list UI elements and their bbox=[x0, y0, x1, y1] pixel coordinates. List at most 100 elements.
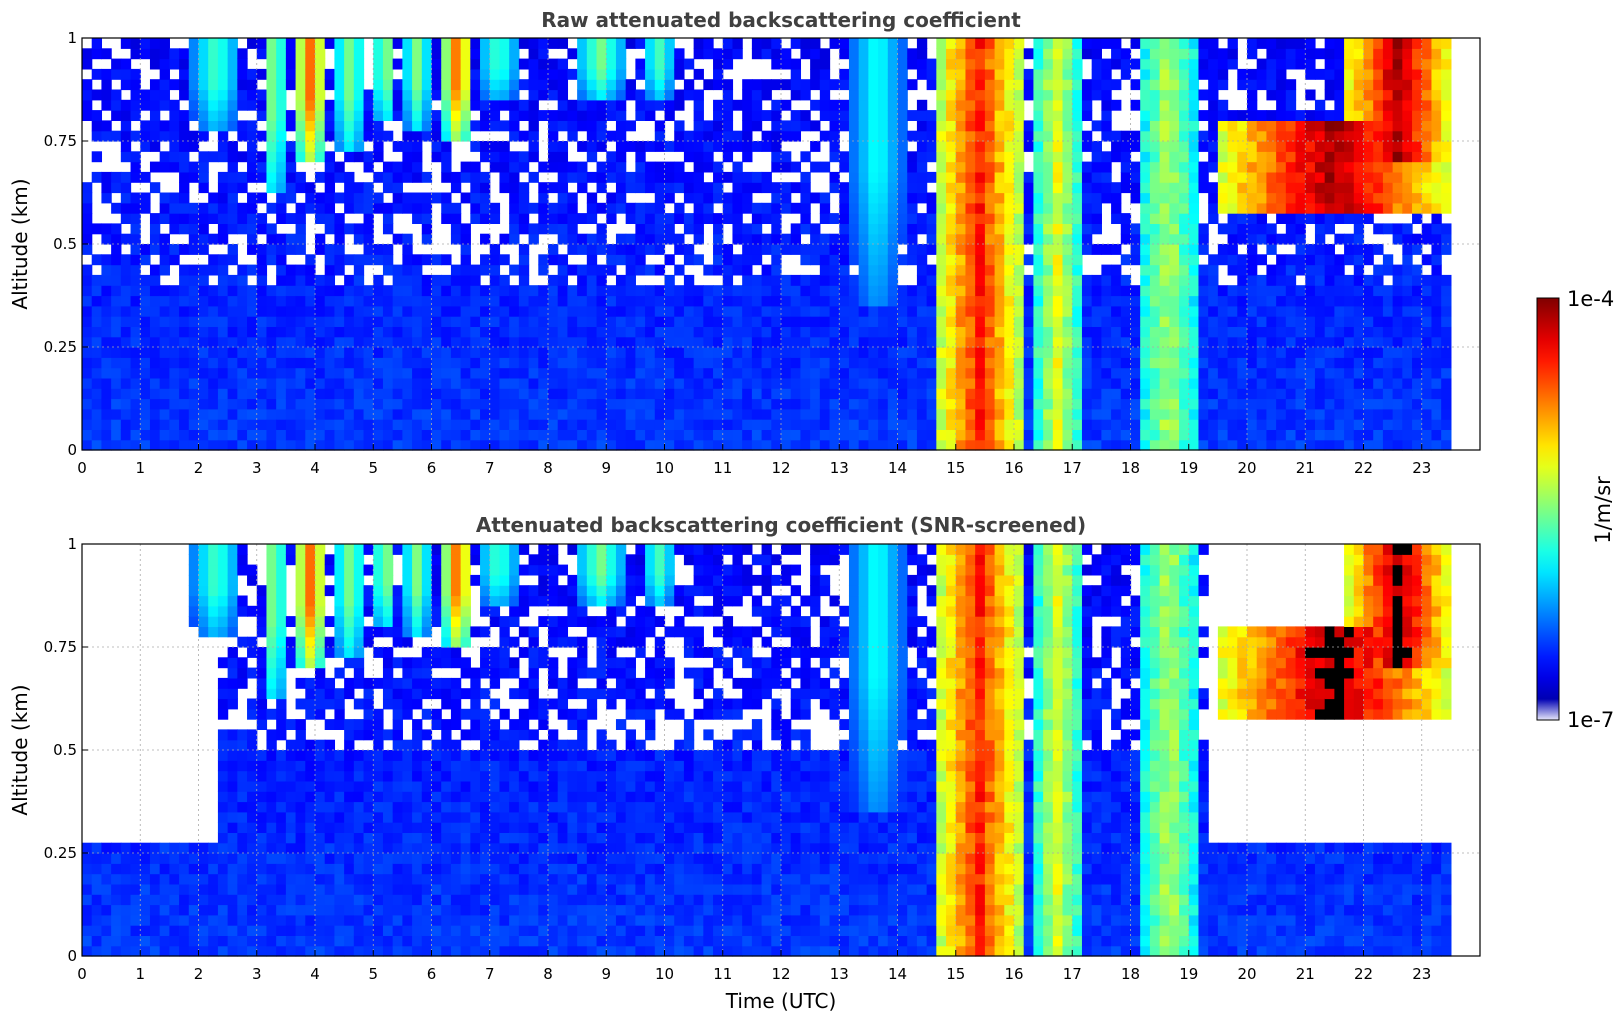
heatmap-cell bbox=[732, 254, 743, 266]
heatmap-cell bbox=[645, 388, 656, 400]
heatmap-cell bbox=[965, 357, 976, 369]
heatmap-cell bbox=[1149, 408, 1161, 420]
heatmap-cell bbox=[664, 419, 675, 430]
heatmap-cell bbox=[1412, 120, 1423, 132]
heatmap-cell bbox=[1363, 408, 1374, 420]
heatmap-cell bbox=[946, 38, 957, 49]
heatmap-cell bbox=[82, 99, 93, 111]
heatmap-cell bbox=[179, 419, 190, 430]
heatmap-cell bbox=[810, 38, 821, 49]
heatmap-cell bbox=[839, 264, 850, 276]
heatmap-cell bbox=[984, 429, 996, 441]
heatmap-cell bbox=[324, 388, 336, 400]
heatmap-cell bbox=[140, 305, 151, 317]
heatmap-cell bbox=[344, 285, 355, 297]
heatmap-cell bbox=[1052, 110, 1064, 121]
heatmap-cell bbox=[470, 182, 481, 194]
heatmap-cell bbox=[1227, 439, 1238, 451]
heatmap-cell bbox=[1441, 285, 1452, 297]
heatmap-cell bbox=[509, 305, 520, 317]
heatmap-cell bbox=[1052, 48, 1064, 60]
heatmap-cell bbox=[509, 48, 520, 60]
heatmap-cell bbox=[295, 429, 306, 441]
heatmap-cell bbox=[198, 305, 209, 317]
heatmap-cell bbox=[965, 336, 976, 348]
heatmap-cell bbox=[878, 347, 889, 358]
heatmap-cell bbox=[276, 264, 287, 276]
heatmap-cell bbox=[577, 316, 588, 327]
heatmap-cell bbox=[703, 130, 714, 142]
heatmap-cell bbox=[946, 48, 957, 60]
heatmap-cell bbox=[674, 388, 685, 400]
heatmap-cell bbox=[703, 79, 714, 91]
heatmap-cell bbox=[1353, 89, 1365, 101]
heatmap-cell bbox=[713, 367, 724, 379]
heatmap-cell bbox=[586, 388, 598, 400]
heatmap-cell bbox=[548, 120, 559, 132]
heatmap-cell bbox=[596, 171, 607, 183]
heatmap-cell bbox=[140, 408, 151, 420]
heatmap-cell bbox=[596, 326, 607, 338]
heatmap-cell bbox=[955, 171, 967, 183]
heatmap-cell bbox=[771, 398, 782, 410]
heatmap-cell bbox=[1373, 244, 1384, 255]
heatmap-cell bbox=[1363, 79, 1374, 91]
heatmap-cell bbox=[198, 233, 209, 245]
heatmap-cell bbox=[159, 367, 170, 379]
heatmap-cell bbox=[1227, 357, 1238, 369]
heatmap-cell bbox=[1004, 398, 1015, 410]
heatmap-cell bbox=[557, 38, 569, 49]
heatmap-cell bbox=[955, 223, 967, 235]
heatmap-cell bbox=[683, 429, 695, 441]
heatmap-cell bbox=[227, 357, 238, 369]
heatmap-cell bbox=[1004, 264, 1015, 276]
heatmap-cell bbox=[557, 419, 569, 430]
heatmap-cell bbox=[324, 223, 336, 235]
heatmap-cell bbox=[625, 285, 636, 297]
heatmap-cell bbox=[1412, 141, 1423, 152]
heatmap-cell bbox=[1033, 120, 1044, 132]
heatmap-cell bbox=[1285, 439, 1297, 451]
heatmap-cell bbox=[615, 110, 627, 121]
heatmap-cell bbox=[91, 295, 103, 307]
heatmap-cell bbox=[703, 419, 714, 430]
heatmap-cell bbox=[596, 244, 607, 255]
heatmap-cell bbox=[664, 429, 675, 441]
heatmap-cell bbox=[586, 233, 598, 245]
heatmap-cell bbox=[654, 171, 666, 183]
heatmap-cell bbox=[858, 182, 869, 194]
heatmap-cell bbox=[1004, 48, 1015, 60]
heatmap-cell bbox=[1004, 79, 1015, 91]
heatmap-cell bbox=[1043, 99, 1054, 111]
heatmap-cell bbox=[1159, 254, 1170, 266]
heatmap-cell bbox=[305, 110, 316, 121]
heatmap-cell bbox=[1179, 398, 1190, 410]
heatmap-cell bbox=[713, 336, 724, 348]
heatmap-cell bbox=[169, 120, 180, 132]
heatmap-cell bbox=[227, 408, 238, 420]
heatmap-cell bbox=[1314, 274, 1326, 286]
heatmap-cell bbox=[819, 202, 831, 214]
heatmap-cell bbox=[1091, 192, 1102, 204]
heatmap-cell bbox=[140, 99, 151, 111]
heatmap-cell bbox=[635, 161, 646, 173]
heatmap-cell bbox=[955, 305, 967, 317]
heatmap-cell bbox=[1159, 79, 1170, 91]
heatmap-cell bbox=[1091, 182, 1102, 194]
heatmap-cell bbox=[567, 120, 578, 132]
heatmap-cell bbox=[1198, 285, 1209, 297]
heatmap-cell bbox=[1314, 377, 1326, 389]
heatmap-cell bbox=[567, 171, 578, 183]
heatmap-cell bbox=[441, 274, 452, 286]
heatmap-cell bbox=[149, 79, 161, 91]
heatmap-cell bbox=[742, 285, 753, 297]
heatmap-cell bbox=[975, 398, 986, 410]
heatmap-cell bbox=[441, 295, 452, 307]
heatmap-cell bbox=[926, 377, 937, 389]
heatmap-cell bbox=[276, 89, 287, 101]
heatmap-cell bbox=[509, 120, 520, 132]
heatmap-cell bbox=[1334, 439, 1345, 451]
heatmap-cell bbox=[1198, 357, 1209, 369]
heatmap-cell bbox=[848, 347, 860, 358]
heatmap-cell bbox=[674, 367, 685, 379]
